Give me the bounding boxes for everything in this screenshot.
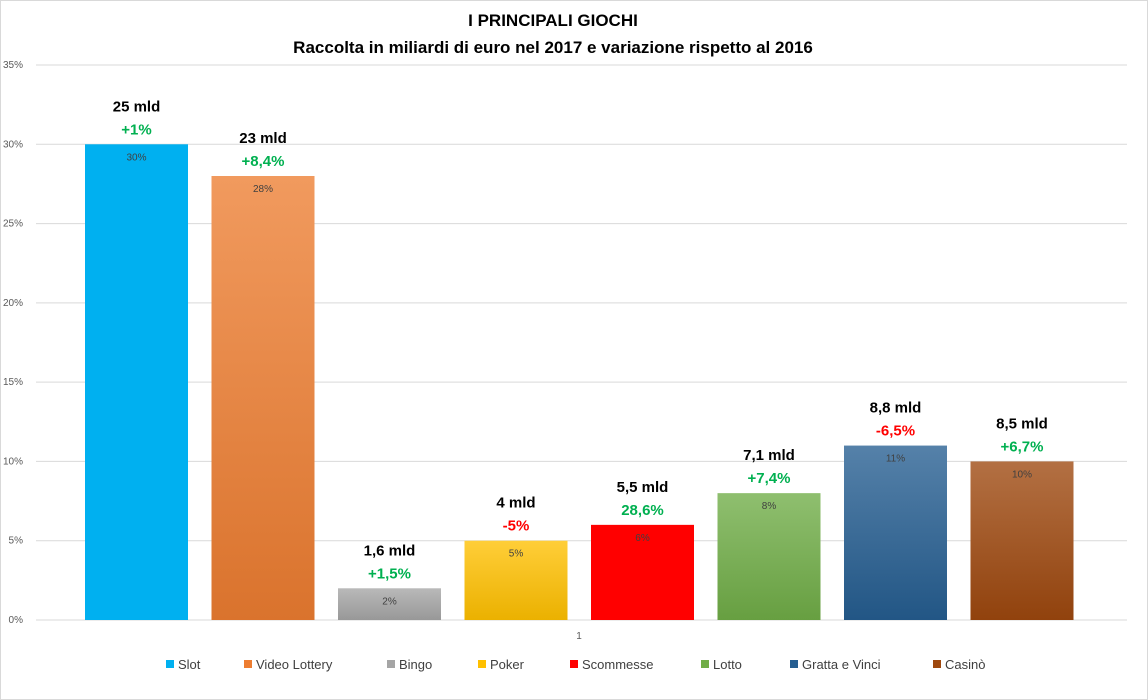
x-category-label: 1 <box>576 631 582 642</box>
bar-change-label: -5% <box>503 518 530 535</box>
legend-entry: Video Lottery <box>256 657 333 672</box>
bar-value-label: 5% <box>509 549 524 560</box>
legend-entry: Bingo <box>399 657 432 672</box>
bar-value-label: 10% <box>1012 469 1032 480</box>
chart-subtitle: Raccolta in miliardi di euro nel 2017 e … <box>293 38 813 57</box>
legend-entry: Casinò <box>945 657 985 672</box>
legend-entry: Scommesse <box>582 657 654 672</box>
bar-slot <box>85 144 188 621</box>
bar-scommesse <box>591 524 694 620</box>
legend-entry: Slot <box>178 657 201 672</box>
bar-amount-label: 25 mld <box>113 98 161 115</box>
bar-value-label: 2% <box>382 596 397 607</box>
bar-annotations: 30% 25 mld +1% 28% 23 mld +8,4% 2% 1,6 mld +1,5%… <box>113 98 1048 607</box>
y-axis: 0% 5% 10% 15% 20% 25% 30% 35% <box>3 60 23 626</box>
bars <box>85 144 1074 621</box>
y-tick-label: 25% <box>3 219 23 230</box>
chart-title: I PRINCIPALI GIOCHI <box>468 11 638 30</box>
bar-casin- <box>970 461 1074 620</box>
bar-amount-label: 1,6 mld <box>364 542 416 559</box>
y-tick-label: 5% <box>9 536 24 547</box>
legend: Slot Video Lottery Bingo Poker Scommesse Lott… <box>166 657 985 672</box>
bar-amount-label: 4 mld <box>496 495 535 512</box>
legend-entry: Poker <box>490 657 525 672</box>
y-tick-label: 0% <box>9 615 24 626</box>
bar-value-label: 28% <box>253 184 273 195</box>
bar-change-label: +1% <box>121 121 151 138</box>
bar-video-lottery <box>211 176 315 620</box>
bar-change-label: +1,5% <box>368 565 411 582</box>
legend-entry: Lotto <box>713 657 742 672</box>
legend-swatch <box>387 660 395 668</box>
bar-value-label: 11% <box>886 454 905 465</box>
y-tick-label: 10% <box>3 456 23 467</box>
bar-change-label: -6,5% <box>876 423 915 440</box>
bar-change-label: 28,6% <box>621 502 664 519</box>
bar-change-label: +6,7% <box>1001 438 1044 455</box>
legend-swatch <box>701 660 709 668</box>
bar-amount-label: 5,5 mld <box>617 479 669 496</box>
legend-entry: Gratta e Vinci <box>802 657 881 672</box>
bar-bingo <box>338 588 441 620</box>
bar-amount-label: 7,1 mld <box>743 447 795 464</box>
y-tick-label: 30% <box>3 139 23 150</box>
bar-amount-label: 8,5 mld <box>996 415 1048 432</box>
bar-gratta-e-vinci <box>844 445 947 620</box>
gridlines <box>36 64 1127 621</box>
bar-amount-label: 23 mld <box>239 130 287 147</box>
bar-value-label: 30% <box>126 152 146 163</box>
bar-change-label: +8,4% <box>242 153 285 170</box>
legend-swatch <box>166 660 174 668</box>
legend-swatch <box>478 660 486 668</box>
bar-amount-label: 8,8 mld <box>870 400 922 417</box>
bar-change-label: +7,4% <box>748 470 791 487</box>
bar-value-label: 6% <box>635 533 650 544</box>
bar-lotto <box>717 493 821 620</box>
y-tick-label: 20% <box>3 298 23 309</box>
bar-poker <box>464 540 568 620</box>
legend-swatch <box>570 660 578 668</box>
legend-swatch <box>790 660 798 668</box>
bar-value-label: 8% <box>762 501 777 512</box>
y-tick-label: 35% <box>3 60 23 71</box>
y-tick-label: 15% <box>3 377 23 388</box>
legend-swatch <box>244 660 252 668</box>
legend-swatch <box>933 660 941 668</box>
